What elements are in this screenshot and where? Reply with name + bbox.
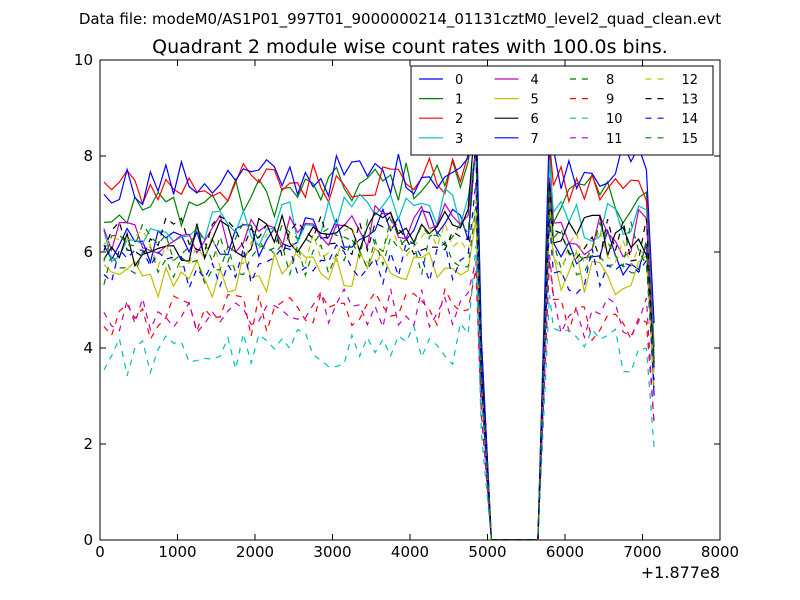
legend-label-13: 13 — [682, 93, 699, 108]
series-line-12 — [103, 198, 655, 540]
legend-label-7: 7 — [531, 132, 539, 147]
legend-label-6: 6 — [531, 112, 539, 127]
series-line-4 — [103, 148, 655, 540]
chart-title: Quadrant 2 module wise count rates with … — [152, 36, 668, 58]
x-tick-label: 7000 — [623, 543, 661, 561]
series-line-14 — [103, 182, 655, 540]
y-tick-label: 4 — [83, 339, 93, 357]
legend-label-5: 5 — [531, 93, 539, 108]
y-tick-label: 0 — [83, 531, 93, 549]
x-tick-label: 3000 — [313, 543, 351, 561]
series-line-15 — [103, 140, 655, 540]
y-tick-label: 6 — [83, 243, 93, 261]
plot-frame — [99, 59, 721, 541]
y-tick-label: 8 — [83, 147, 93, 165]
legend-label-1: 1 — [455, 93, 463, 108]
legend-label-15: 15 — [682, 132, 699, 147]
x-tick-label: 8000 — [701, 543, 739, 561]
x-offset-label: +1.877e8 — [641, 563, 720, 582]
series-layer — [103, 95, 655, 540]
x-tick-label: 0 — [95, 543, 105, 561]
figure-suptitle: Data file: modeM0/AS1P01_997T01_90000002… — [79, 10, 721, 29]
legend-label-8: 8 — [606, 73, 614, 88]
x-tick-label: 2000 — [236, 543, 274, 561]
series-line-2 — [103, 126, 655, 540]
x-tick-label: 1000 — [158, 543, 196, 561]
y-tick-label: 2 — [83, 435, 93, 453]
y-tick-label: 10 — [74, 51, 93, 69]
series-line-11 — [103, 254, 655, 540]
x-tick-label: 5000 — [468, 543, 506, 561]
legend-label-14: 14 — [682, 112, 699, 127]
x-tick-label: 6000 — [546, 543, 584, 561]
x-tick-label: 4000 — [391, 543, 429, 561]
legend-label-0: 0 — [455, 73, 463, 88]
series-line-13 — [103, 139, 655, 540]
series-line-7 — [103, 95, 655, 540]
legend-box — [410, 65, 714, 156]
legend-label-12: 12 — [682, 73, 699, 88]
legend-label-10: 10 — [606, 112, 623, 127]
legend-label-4: 4 — [531, 73, 539, 88]
legend-label-3: 3 — [455, 132, 463, 147]
series-line-10 — [103, 245, 655, 540]
series-line-1 — [103, 111, 655, 540]
legend-label-11: 11 — [606, 132, 623, 147]
legend-label-9: 9 — [606, 93, 614, 108]
legend-label-2: 2 — [455, 112, 463, 127]
